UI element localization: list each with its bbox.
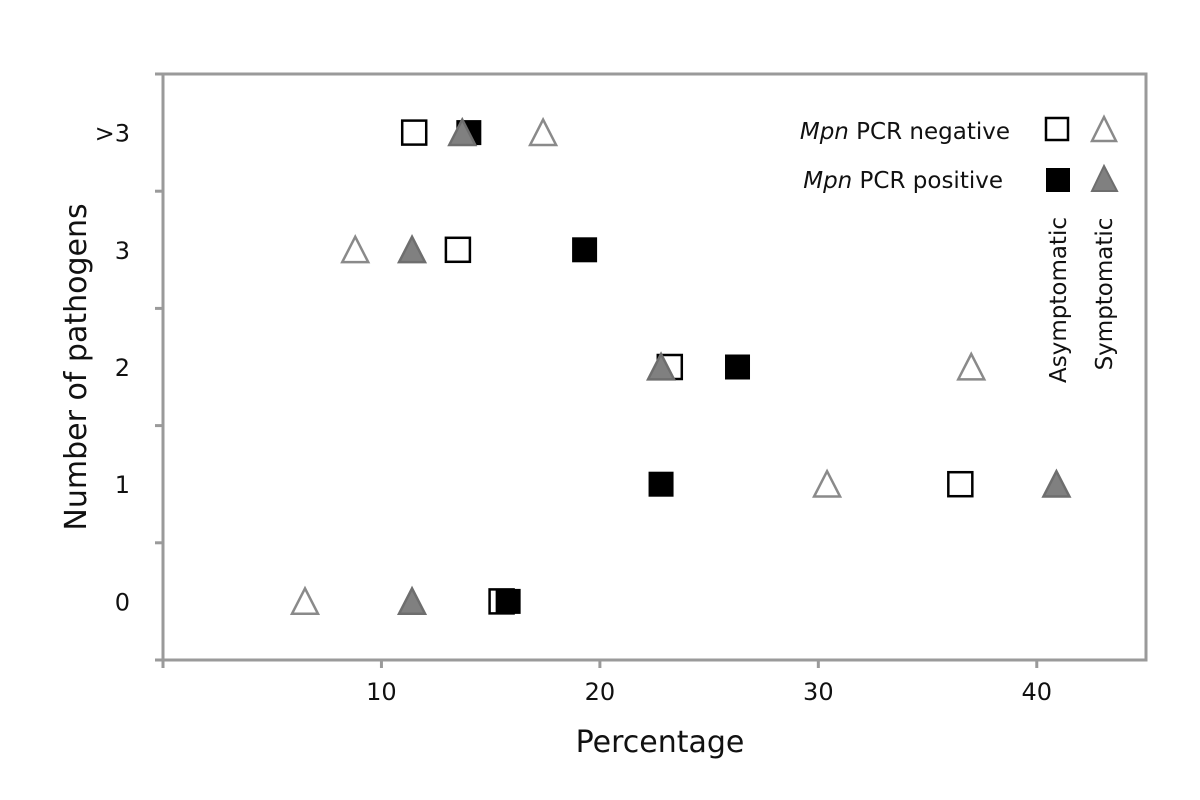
x-tick-label-30: 30: [803, 678, 834, 706]
legend-negative-prefix: Mpn: [800, 119, 849, 145]
y-tick-label-0: 0: [115, 588, 130, 616]
point-sym_neg-2: [956, 351, 987, 381]
point-asym_neg-gt3: [400, 119, 428, 146]
data-points: [289, 116, 1072, 615]
legend-marker-sym-neg: [1089, 114, 1119, 143]
legend-positive-prefix: Mpn: [803, 168, 852, 194]
legend-label-negative: Mpn PCR negative: [800, 119, 1010, 145]
legend-negative-text: PCR negative: [849, 119, 1010, 145]
legend-marker-sym-pos: [1090, 163, 1119, 192]
x-tick-label-20: 20: [585, 678, 616, 706]
point-sym_neg-gt3: [528, 116, 559, 147]
point-sym_neg-0: [289, 585, 321, 615]
y-tick-label-2: 2: [115, 354, 130, 382]
y-axis-title: Number of pathogens: [59, 203, 94, 530]
legend-positive-text: PCR positive: [852, 168, 1003, 194]
y-tick-label-3: 3: [115, 237, 130, 265]
point-asym_pos-2: [725, 354, 751, 380]
y-axis-tick-labels: 0 1 2 3 >3: [95, 120, 130, 617]
legend-marker-asym-neg: [1044, 116, 1070, 142]
point-sym_pos-3: [396, 234, 428, 264]
legend-column-asymptomatic: Asymptomatic: [1046, 217, 1072, 383]
x-axis-ticks: [161, 660, 1039, 668]
y-tick-label-1: 1: [115, 471, 130, 499]
point-asym_pos-1: [648, 471, 674, 497]
point-sym_pos-0: [396, 585, 428, 615]
plot-frame: [161, 72, 1148, 662]
point-asym_neg-3: [444, 236, 472, 264]
legend-label-positive: Mpn PCR positive: [803, 168, 1003, 194]
point-sym_pos-2: [646, 351, 677, 381]
series-sym_pos: [396, 116, 1072, 615]
point-sym_neg-1: [812, 468, 843, 498]
x-axis-tick-labels: 10 20 30 40: [366, 678, 1052, 706]
x-axis-title: Percentage: [576, 725, 745, 760]
series-asym_neg: [400, 119, 974, 615]
legend: Mpn PCR negative Mpn PCR positive Asympt…: [800, 114, 1119, 383]
y-tick-label-gt3: >3: [95, 120, 130, 148]
series-sym_neg: [289, 116, 987, 615]
point-sym_neg-3: [340, 234, 371, 264]
legend-column-symptomatic: Symptomatic: [1092, 218, 1118, 371]
point-sym_pos-1: [1041, 468, 1072, 498]
x-tick-label-40: 40: [1022, 678, 1053, 706]
point-asym_neg-1: [947, 470, 974, 498]
point-sym_pos-gt3: [447, 116, 478, 147]
legend-marker-asym-pos: [1046, 168, 1070, 192]
point-asym_pos-0: [495, 588, 521, 614]
x-tick-label-10: 10: [366, 678, 397, 706]
series-asym_pos: [456, 120, 751, 614]
point-asym_pos-3: [572, 237, 598, 263]
